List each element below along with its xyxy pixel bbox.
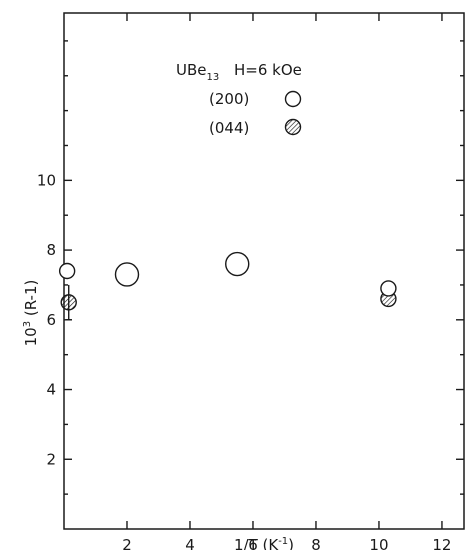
y-tick-label-6: 6 bbox=[46, 311, 56, 329]
data-point-open-circle-3 bbox=[380, 280, 397, 297]
x-axis-label-sup: -1 bbox=[278, 536, 288, 547]
data-point-hatched-circle-0 bbox=[60, 294, 77, 311]
data-point-open-circle-0 bbox=[58, 262, 76, 280]
x-tick-label-2: 2 bbox=[122, 536, 132, 550]
y-axis-label-rest: (R-1) bbox=[22, 280, 40, 321]
legend-label-200: (200) bbox=[209, 90, 249, 108]
x-tick-label-12: 12 bbox=[432, 536, 451, 550]
legend-title-field: H=6 kOe bbox=[234, 61, 302, 79]
y-tick-label-2: 2 bbox=[46, 450, 56, 468]
x-axis-label-close: ) bbox=[288, 536, 294, 550]
legend-title-subscript: 13 bbox=[207, 72, 220, 83]
y-axis-label-sup: 3 bbox=[22, 321, 33, 327]
x-tick-label-4: 4 bbox=[185, 536, 195, 550]
legend-marker-open-circle bbox=[284, 90, 302, 108]
data-point-open-circle-1 bbox=[114, 262, 140, 287]
y-tick-label-8: 8 bbox=[46, 241, 56, 259]
data-points bbox=[58, 251, 397, 321]
y-axis-label: 103 (R-1) bbox=[22, 280, 40, 347]
y-tick-label-10: 10 bbox=[37, 171, 56, 189]
x-tick-label-8: 8 bbox=[311, 536, 321, 550]
data-point-open-circle-2 bbox=[225, 251, 250, 277]
legend: UBe13 H=6 kOe (200) (044) bbox=[176, 61, 302, 137]
legend-label-044: (044) bbox=[209, 119, 249, 137]
tick-labels: 2 4 6 8 10 12 2 4 6 8 10 bbox=[37, 171, 452, 550]
x-tick-label-6: 6 bbox=[248, 536, 258, 550]
legend-title-compound: UBe13 bbox=[176, 61, 219, 83]
y-tick-label-4: 4 bbox=[46, 381, 56, 399]
legend-marker-hatched-circle bbox=[284, 118, 302, 136]
x-axis-label: 1/T (K-1) bbox=[234, 536, 294, 550]
x-tick-label-10: 10 bbox=[369, 536, 388, 550]
axis-ticks bbox=[64, 13, 464, 529]
